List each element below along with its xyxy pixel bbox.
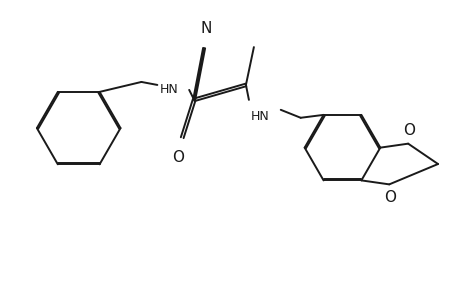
Text: O: O bbox=[402, 123, 414, 138]
Text: O: O bbox=[172, 150, 184, 165]
Text: HN: HN bbox=[159, 83, 178, 96]
Text: N: N bbox=[200, 21, 211, 36]
Text: O: O bbox=[383, 190, 395, 205]
Text: HN: HN bbox=[250, 110, 269, 123]
